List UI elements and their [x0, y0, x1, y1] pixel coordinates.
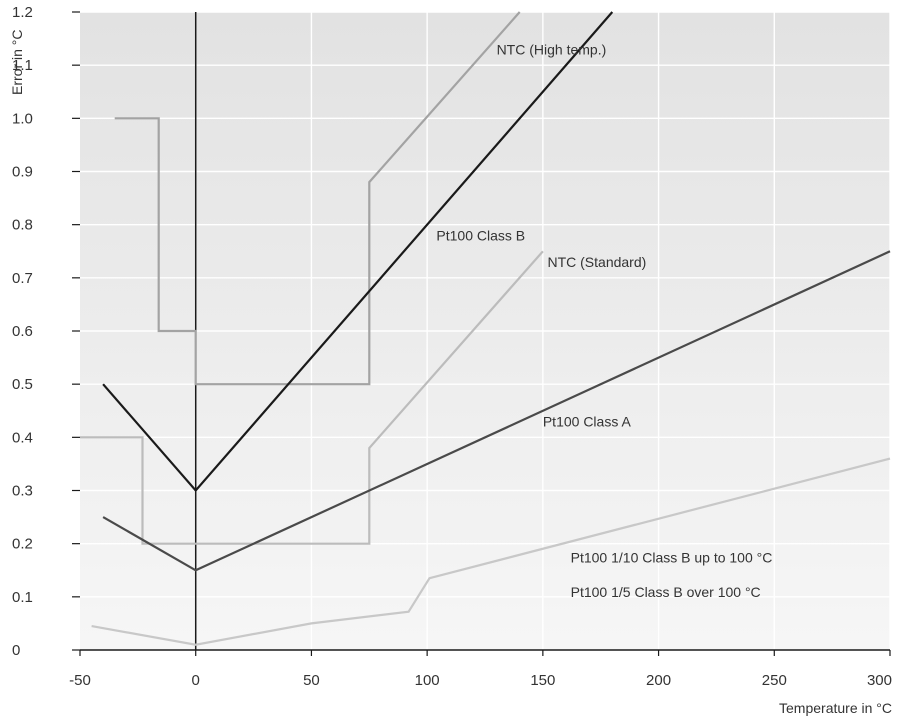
y-tick-label: 0.1 — [12, 589, 33, 606]
series-line-2 — [102, 11, 614, 493]
x-tick-label: -50 — [69, 672, 91, 689]
annotations: NTC (High temp.) Pt100 Class B NTC (Standa… — [436, 42, 772, 600]
series-line-4 — [102, 250, 891, 572]
series-annotation-2: Pt100 Class B — [436, 228, 525, 244]
y-tick-label: 0.2 — [12, 536, 33, 553]
x-tick-label: 100 — [415, 672, 440, 689]
y-tick-label: 0.8 — [12, 217, 33, 234]
series-annotation-3: NTC (Standard) — [547, 254, 646, 270]
grid — [80, 11, 891, 650]
x-tick-label: 0 — [192, 672, 200, 689]
y-tick-label: 0.4 — [12, 429, 33, 446]
x-tick-label: 250 — [762, 672, 787, 689]
y-tick-label: 1.2 — [12, 4, 33, 21]
y-tick-label: 0.7 — [12, 270, 33, 287]
series-line-5 — [91, 457, 891, 646]
y-tick-label: 0.6 — [12, 323, 33, 340]
series-annotation-1: NTC (High temp.) — [497, 42, 607, 58]
y-axis-title: Error in °C — [9, 30, 25, 96]
series-annotation-6: Pt100 1/5 Class B over 100 °C — [571, 584, 761, 600]
series-annotation-4: Pt100 Class A — [543, 414, 632, 430]
y-tick-label: 0 — [12, 642, 20, 659]
y-tick-label: 0.3 — [12, 483, 33, 500]
y-tick-label: 0.5 — [12, 376, 33, 393]
y-tick-label: 1.0 — [12, 110, 33, 127]
series-annotation-5: Pt100 1/10 Class B up to 100 °C — [571, 549, 773, 565]
series-lines — [80, 11, 891, 646]
x-tick-label: 300 — [867, 672, 892, 689]
y-tick-label: 0.9 — [12, 164, 33, 181]
x-axis-title: Temperature in °C — [779, 700, 892, 716]
tick-labels: 0 0.1 0.2 0.3 0.4 0.5 0.6 0.7 0.8 0.9 1.0 1.1 1.2 -50… — [12, 4, 892, 689]
x-tick-label: 150 — [530, 672, 555, 689]
y-tick-label: 1.1 — [12, 57, 33, 74]
x-tick-label: 50 — [303, 672, 320, 689]
x-tick-label: 200 — [646, 672, 671, 689]
series-line-1 — [114, 11, 521, 386]
